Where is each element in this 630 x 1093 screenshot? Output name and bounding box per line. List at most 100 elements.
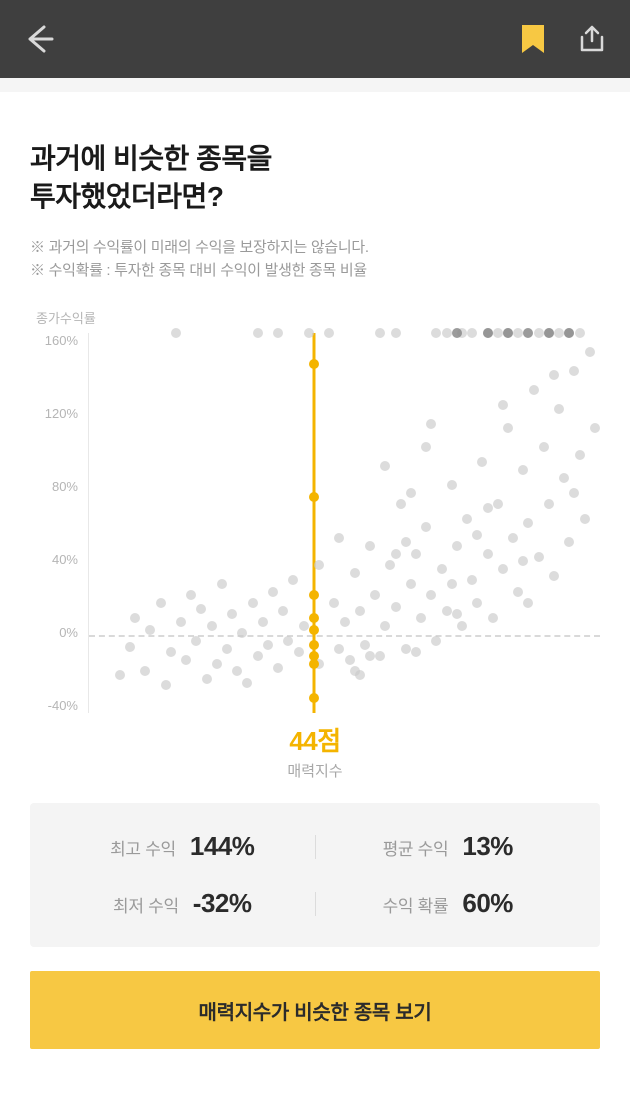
scatter-dot <box>513 587 523 597</box>
stat-max-value: 144% <box>190 831 255 862</box>
top-bar <box>0 0 630 78</box>
scatter-dot <box>263 640 273 650</box>
page-title: 과거에 비슷한 종목을 투자했었더라면? <box>30 140 600 216</box>
cta-label: 매력지수가 비슷한 종목 보기 <box>199 996 432 1025</box>
scatter-dot <box>130 613 140 623</box>
scatter-dot <box>212 659 222 669</box>
score-value: 44점 <box>30 721 600 758</box>
y-tick-label: 0% <box>59 625 78 640</box>
scatter-dot <box>385 560 395 570</box>
cta-button[interactable]: 매력지수가 비슷한 종목 보기 <box>30 971 600 1049</box>
scatter-dot <box>452 541 462 551</box>
scatter-dot <box>181 655 191 665</box>
scatter-dot <box>355 606 365 616</box>
scatter-dot <box>559 473 569 483</box>
scatter-dot <box>125 642 135 652</box>
bookmark-icon <box>520 23 546 55</box>
scatter-dot <box>406 579 416 589</box>
stat-prob-value: 60% <box>462 888 513 919</box>
scatter-dot <box>345 655 355 665</box>
scatter-dot <box>493 328 503 338</box>
y-tick-label: 160% <box>45 333 78 348</box>
stat-prob-label: 수익 확률 <box>383 892 449 917</box>
scatter-dot-dark <box>483 328 493 338</box>
disclaimer-2: ※ 수익확률 : 투자한 종목 대비 수익이 발생한 종목 비율 <box>30 259 600 282</box>
back-button[interactable] <box>22 21 58 57</box>
scatter-dot <box>166 647 176 657</box>
scatter-dot <box>518 465 528 475</box>
scatter-dot <box>242 678 252 688</box>
scatter-dot <box>268 587 278 597</box>
scatter-dot <box>217 579 227 589</box>
scatter-dot <box>483 503 493 513</box>
scatter-dot <box>380 461 390 471</box>
scatter-dot <box>564 537 574 547</box>
scatter-dot <box>222 644 232 654</box>
scatter-dot <box>554 404 564 414</box>
stat-avg-value: 13% <box>462 831 513 862</box>
scatter-dot <box>590 423 600 433</box>
stat-max-label: 최고 수익 <box>110 835 176 860</box>
scatter-dot <box>426 590 436 600</box>
scatter-dot <box>518 556 528 566</box>
scatter-dot <box>442 606 452 616</box>
share-button[interactable] <box>576 23 608 55</box>
disclaimer-block: ※ 과거의 수익률이 미래의 수익을 보장하지는 않습니다. ※ 수익확률 : … <box>30 236 600 283</box>
scatter-dot-highlight <box>309 359 319 369</box>
scatter-dot <box>391 328 401 338</box>
scatter-dot <box>513 328 523 338</box>
scatter-dot-highlight <box>309 590 319 600</box>
scatter-dot <box>115 670 125 680</box>
scatter-dot <box>227 609 237 619</box>
scatter-dot <box>237 628 247 638</box>
scatter-dot <box>477 457 487 467</box>
scatter-dot <box>176 617 186 627</box>
scatter-dot <box>365 541 375 551</box>
scatter-dot <box>314 560 324 570</box>
scatter-dot <box>253 651 263 661</box>
scatter-dot <box>467 575 477 585</box>
scatter-dot <box>207 621 217 631</box>
scatter-dot <box>523 518 533 528</box>
back-arrow-icon <box>22 21 58 57</box>
scatter-dot-dark <box>523 328 533 338</box>
scatter-dot <box>569 366 579 376</box>
scatter-dot <box>575 328 585 338</box>
scatter-dot <box>442 328 452 338</box>
scatter-dot <box>232 666 242 676</box>
scatter-dot <box>196 604 206 614</box>
scatter-dot <box>365 651 375 661</box>
scatter-dot-highlight <box>309 640 319 650</box>
scatter-dot <box>544 499 554 509</box>
scatter-dot <box>431 636 441 646</box>
stat-min-value: -32% <box>193 888 252 919</box>
scatter-dot <box>523 598 533 608</box>
scatter-dot <box>447 480 457 490</box>
scatter-dot <box>426 419 436 429</box>
scatter-dot <box>569 488 579 498</box>
y-axis-title: 종가수익률 <box>36 308 600 327</box>
scatter-dot <box>503 423 513 433</box>
scatter-dot <box>498 564 508 574</box>
scatter-dot <box>488 613 498 623</box>
scatter-dot <box>258 617 268 627</box>
y-tick-label: 80% <box>52 479 78 494</box>
stat-min: 최저 수익 -32% <box>50 888 315 919</box>
bookmark-button[interactable] <box>520 23 546 55</box>
scatter-dot <box>304 328 314 338</box>
section-divider <box>0 78 630 92</box>
scatter-dot <box>186 590 196 600</box>
scatter-dot <box>549 571 559 581</box>
scatter-dot <box>191 636 201 646</box>
scatter-dot <box>156 598 166 608</box>
x-axis-title: 매력지수 <box>30 760 600 781</box>
scatter-dot <box>350 568 360 578</box>
scatter-dot <box>171 328 181 338</box>
scatter-dot-highlight <box>309 625 319 635</box>
scatter-dot <box>493 499 503 509</box>
stat-prob: 수익 확률 60% <box>316 888 581 919</box>
scatter-dot <box>202 674 212 684</box>
y-axis-ticks: 160%120%80%40%0%-40% <box>30 333 88 713</box>
scatter-dot <box>334 644 344 654</box>
scatter-dot-dark <box>564 328 574 338</box>
